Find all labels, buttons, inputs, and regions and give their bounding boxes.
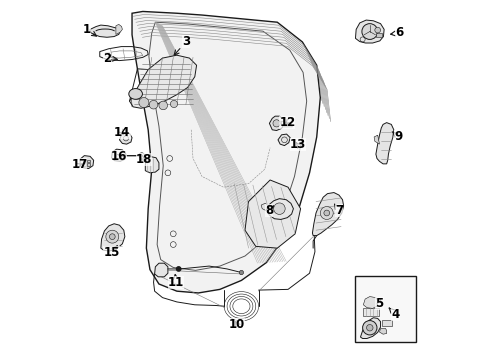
Polygon shape xyxy=(129,55,196,108)
Text: 5: 5 xyxy=(375,297,384,310)
Text: 10: 10 xyxy=(229,318,245,331)
Polygon shape xyxy=(90,25,120,37)
Polygon shape xyxy=(101,224,125,251)
Circle shape xyxy=(171,100,177,108)
Polygon shape xyxy=(379,328,387,334)
Text: 7: 7 xyxy=(335,204,343,217)
Bar xyxy=(376,33,382,37)
Ellipse shape xyxy=(129,89,143,99)
Text: 13: 13 xyxy=(290,138,306,151)
Circle shape xyxy=(320,207,333,220)
Polygon shape xyxy=(80,156,94,168)
Circle shape xyxy=(375,27,381,33)
Text: 8: 8 xyxy=(265,204,273,217)
Polygon shape xyxy=(270,116,285,131)
Text: 15: 15 xyxy=(103,246,120,259)
Circle shape xyxy=(274,203,285,215)
Circle shape xyxy=(273,120,280,127)
Circle shape xyxy=(324,210,330,216)
Polygon shape xyxy=(146,157,159,173)
Text: 14: 14 xyxy=(114,126,130,139)
Circle shape xyxy=(363,320,377,335)
Polygon shape xyxy=(261,203,269,211)
Bar xyxy=(83,159,86,162)
Polygon shape xyxy=(281,121,293,127)
Polygon shape xyxy=(245,180,300,248)
Bar xyxy=(363,308,379,316)
Bar xyxy=(87,163,90,166)
Polygon shape xyxy=(278,134,290,145)
Circle shape xyxy=(149,100,158,109)
Bar xyxy=(355,276,416,342)
Text: 11: 11 xyxy=(168,274,184,289)
Text: 4: 4 xyxy=(389,308,400,321)
Text: 6: 6 xyxy=(391,27,403,40)
Bar xyxy=(83,163,86,166)
Circle shape xyxy=(139,153,145,158)
Polygon shape xyxy=(376,123,394,164)
Bar xyxy=(87,159,90,162)
Text: 16: 16 xyxy=(111,150,127,163)
Circle shape xyxy=(176,267,181,271)
Circle shape xyxy=(367,324,373,331)
Text: 9: 9 xyxy=(392,130,403,144)
Text: 2: 2 xyxy=(103,51,117,64)
Circle shape xyxy=(239,270,244,275)
Circle shape xyxy=(139,98,149,108)
Polygon shape xyxy=(116,24,122,35)
Polygon shape xyxy=(361,318,381,338)
Circle shape xyxy=(362,24,378,40)
Polygon shape xyxy=(313,193,343,235)
Text: 12: 12 xyxy=(279,116,295,129)
Bar xyxy=(382,320,392,326)
Text: 1: 1 xyxy=(82,23,97,36)
Polygon shape xyxy=(120,133,132,144)
Text: 18: 18 xyxy=(136,153,152,166)
Text: 17: 17 xyxy=(71,158,87,171)
Circle shape xyxy=(109,234,115,239)
Polygon shape xyxy=(112,149,126,161)
Polygon shape xyxy=(364,297,378,309)
Polygon shape xyxy=(355,20,384,43)
Polygon shape xyxy=(132,12,320,293)
Polygon shape xyxy=(374,135,379,144)
Circle shape xyxy=(106,230,119,243)
Circle shape xyxy=(159,101,168,110)
Text: 3: 3 xyxy=(174,35,190,55)
Polygon shape xyxy=(155,263,168,277)
Polygon shape xyxy=(267,199,294,220)
